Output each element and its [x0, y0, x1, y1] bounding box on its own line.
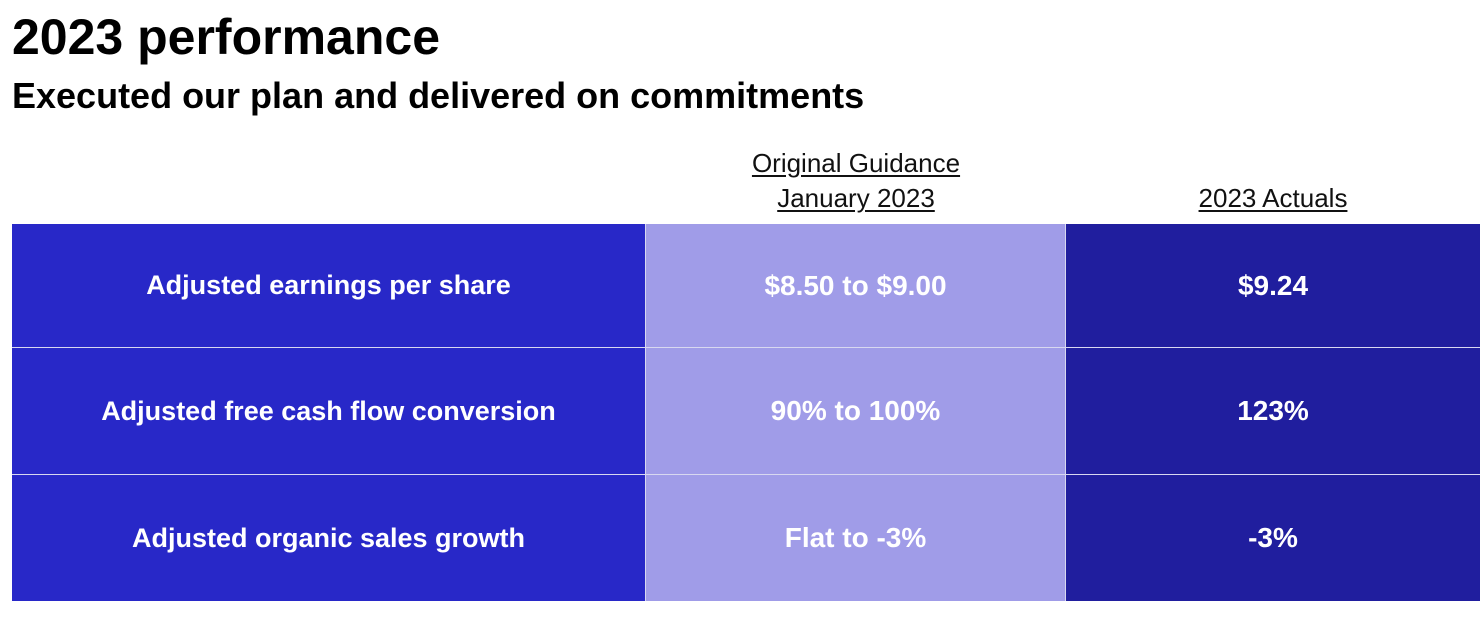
- guidance-cell-fcf: 90% to 100%: [646, 348, 1066, 475]
- page-subtitle: Executed our plan and delivered on commi…: [12, 75, 865, 116]
- guidance-cell-organic-growth: Flat to -3%: [646, 475, 1066, 601]
- guidance-cell-eps: $8.50 to $9.00: [646, 224, 1066, 348]
- metric-cell-fcf: Adjusted free cash flow conversion: [12, 348, 646, 475]
- actual-cell-fcf: 123%: [1066, 348, 1480, 475]
- column-header-actuals-label: 2023 Actuals: [1198, 183, 1348, 213]
- metric-cell-organic-growth: Adjusted organic sales growth: [12, 475, 646, 601]
- page-title: 2023 performance: [12, 9, 441, 65]
- column-header-actuals: 2023 Actuals: [1066, 181, 1480, 216]
- actual-cell-eps: $9.24: [1066, 224, 1480, 348]
- column-header-guidance: Original Guidance January 2023: [646, 146, 1066, 216]
- column-header-guidance-line2: January 2023: [777, 183, 935, 213]
- actual-cell-organic-growth: -3%: [1066, 475, 1480, 601]
- column-header-guidance-line1: Original Guidance: [751, 148, 961, 178]
- metric-cell-eps: Adjusted earnings per share: [12, 224, 646, 348]
- performance-table: Adjusted earnings per share $8.50 to $9.…: [12, 224, 1480, 601]
